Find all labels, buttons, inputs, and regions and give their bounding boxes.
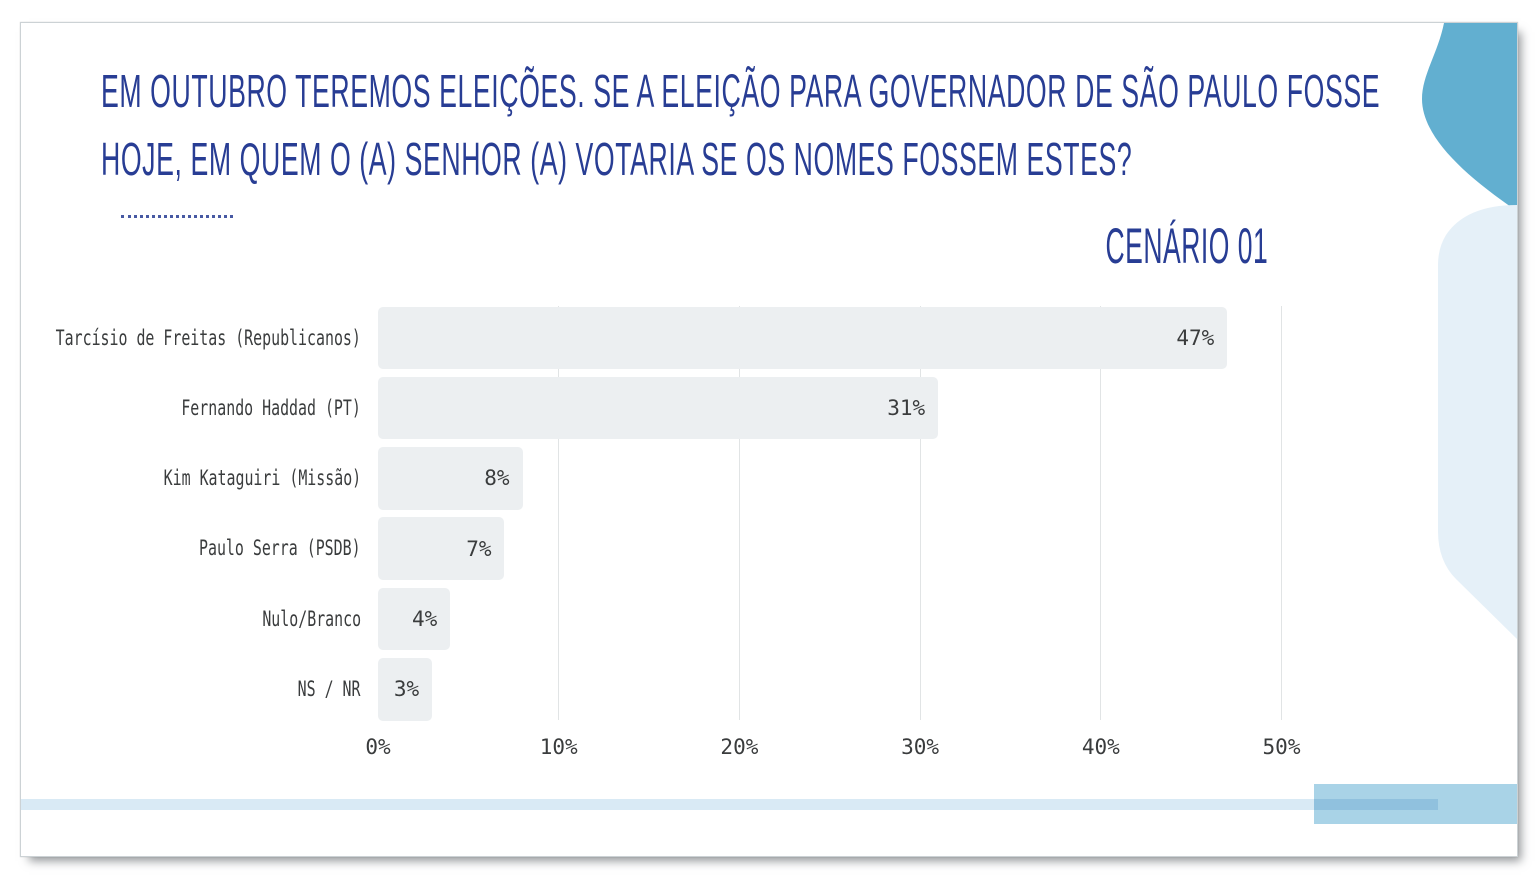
bar-chart: Tarcísio de Freitas (Republicanos) 47% Fer…: [21, 23, 1517, 856]
category-label: Fernando Haddad (PT): [181, 395, 361, 420]
value-label: 4%: [411, 606, 438, 631]
slide-title: EM OUTUBRO TEREMOS ELEIÇÕES. SE A ELEIÇÃ…: [101, 57, 1517, 193]
value-label: 47%: [1176, 325, 1215, 350]
value-label: 8%: [484, 466, 510, 491]
gridline-50: [1281, 306, 1282, 720]
bottom-band: [21, 799, 1438, 810]
gridline-10: [558, 306, 560, 720]
category-label: Nulo/Branco: [262, 606, 361, 631]
light-blue-side-shape: [1438, 205, 1517, 639]
scenario-label: CENÁRIO 01: [1105, 218, 1268, 274]
category-label: Tarcísio de Freitas (Republicanos): [55, 325, 361, 350]
x-tick-label: 40%: [1081, 735, 1120, 759]
category-label: Kim Kataguiri (Missão): [163, 466, 361, 491]
bar: 7%: [378, 517, 505, 580]
gridline-40: [1100, 306, 1102, 720]
x-tick-label: 50%: [1262, 735, 1301, 759]
category-label: NS / NR: [298, 677, 361, 701]
slide-canvas: EM OUTUBRO TEREMOS ELEIÇÕES. SE A ELEIÇÃ…: [20, 22, 1518, 857]
bar: 4%: [378, 587, 451, 651]
value-label: 7%: [466, 536, 492, 561]
gridline-20: [738, 306, 740, 720]
x-tick-label: 0%: [365, 735, 391, 759]
x-tick-label: 20%: [720, 735, 759, 759]
title-line-1: EM OUTUBRO TEREMOS ELEIÇÕES. SE A ELEIÇÃ…: [101, 65, 1381, 117]
title-line-2: HOJE, EM QUEM O (A) SENHOR (A) VOTARIA S…: [101, 133, 1133, 185]
gridline-30: [919, 306, 921, 720]
bar: 47%: [378, 306, 1228, 369]
x-tick-label: 10%: [539, 735, 578, 759]
category-label: Paulo Serra (PSDB): [199, 536, 361, 561]
teal-corner-shape: [1422, 23, 1517, 211]
value-label: 31%: [887, 396, 926, 421]
bar: 31%: [378, 376, 939, 440]
dotted-divider: [121, 215, 233, 218]
value-label: 3%: [393, 677, 420, 702]
bar: 8%: [378, 447, 523, 510]
x-tick-label: 30%: [901, 735, 940, 759]
bar: 3%: [378, 658, 433, 721]
